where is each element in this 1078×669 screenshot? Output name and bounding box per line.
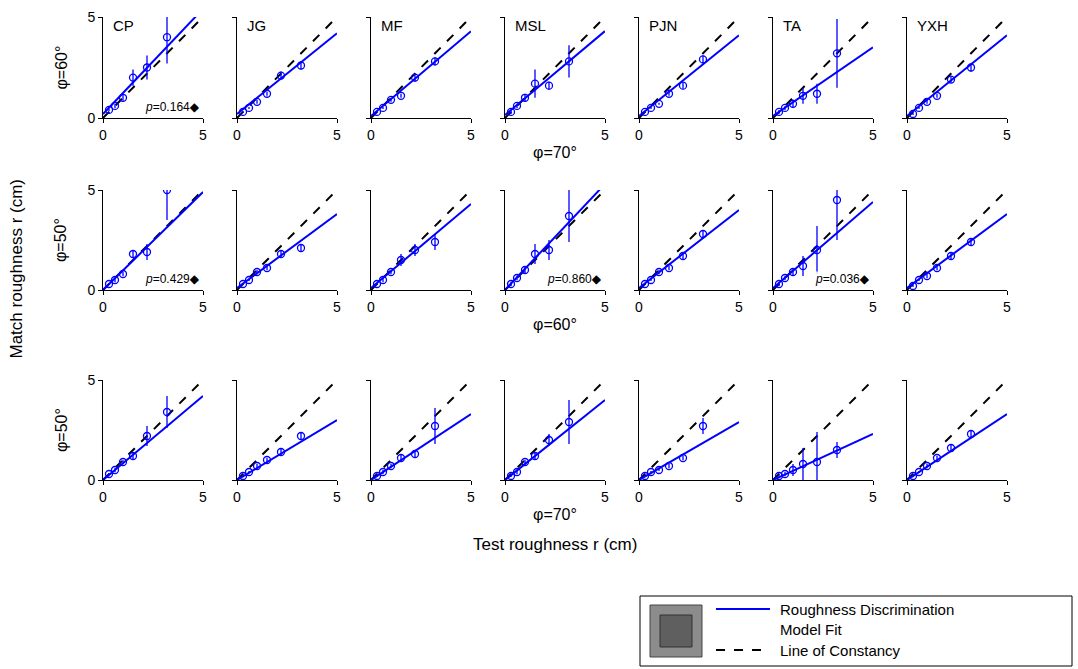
svg-text:5: 5	[735, 299, 743, 315]
svg-text:0: 0	[501, 127, 509, 143]
svg-text:5: 5	[467, 299, 475, 315]
svg-text:5: 5	[869, 127, 877, 143]
svg-text:5: 5	[735, 489, 743, 505]
svg-text:0: 0	[87, 472, 95, 488]
svg-text:0: 0	[769, 127, 777, 143]
svg-text:p=0.036◆: p=0.036◆	[815, 272, 870, 286]
svg-text:5: 5	[1003, 299, 1011, 315]
svg-text:5: 5	[199, 489, 207, 505]
svg-text:0: 0	[87, 110, 95, 126]
svg-text:5: 5	[601, 127, 609, 143]
svg-text:5: 5	[333, 489, 341, 505]
svg-text:PJN: PJN	[649, 17, 677, 34]
svg-text:p=0.860◆: p=0.860◆	[547, 272, 602, 286]
svg-text:φ=60°: φ=60°	[53, 46, 70, 90]
svg-text:0: 0	[367, 299, 375, 315]
svg-text:5: 5	[467, 489, 475, 505]
svg-text:0: 0	[233, 489, 241, 505]
svg-text:5: 5	[333, 127, 341, 143]
svg-text:φ=50°: φ=50°	[52, 218, 69, 262]
svg-text:Test roughness r (cm): Test roughness r (cm)	[473, 535, 637, 554]
svg-text:0: 0	[903, 299, 911, 315]
svg-text:φ=70°: φ=70°	[533, 144, 577, 161]
svg-text:Roughness DiscriminationModel: Roughness DiscriminationModel Fit	[780, 601, 954, 638]
svg-text:0: 0	[769, 299, 777, 315]
svg-text:0: 0	[769, 489, 777, 505]
svg-text:0: 0	[903, 489, 911, 505]
svg-text:0: 0	[635, 127, 643, 143]
svg-text:0: 0	[233, 299, 241, 315]
svg-text:Match roughness r (cm): Match roughness r (cm)	[7, 179, 26, 359]
svg-text:0: 0	[501, 489, 509, 505]
svg-text:0: 0	[903, 127, 911, 143]
svg-text:0: 0	[99, 299, 107, 315]
svg-text:0: 0	[99, 489, 107, 505]
svg-text:5: 5	[87, 372, 95, 388]
svg-text:5: 5	[199, 127, 207, 143]
svg-text:φ=70°: φ=70°	[533, 506, 577, 523]
svg-text:5: 5	[1003, 489, 1011, 505]
svg-text:5: 5	[333, 299, 341, 315]
svg-text:0: 0	[99, 127, 107, 143]
svg-text:5: 5	[467, 127, 475, 143]
svg-text:φ=50°: φ=50°	[53, 408, 70, 452]
svg-text:5: 5	[869, 299, 877, 315]
svg-text:5: 5	[1003, 127, 1011, 143]
svg-text:MSL: MSL	[515, 17, 546, 34]
svg-text:0: 0	[501, 299, 509, 315]
svg-text:0: 0	[87, 282, 95, 298]
svg-text:5: 5	[869, 489, 877, 505]
svg-text:5: 5	[735, 127, 743, 143]
svg-text:0: 0	[635, 489, 643, 505]
svg-text:CP: CP	[113, 17, 134, 34]
svg-text:MF: MF	[381, 17, 403, 34]
svg-text:5: 5	[601, 299, 609, 315]
svg-text:0: 0	[635, 299, 643, 315]
svg-text:0: 0	[233, 127, 241, 143]
svg-text:0: 0	[367, 127, 375, 143]
svg-text:Line of Constancy: Line of Constancy	[780, 642, 901, 659]
svg-text:φ=60°: φ=60°	[533, 316, 577, 333]
svg-text:JG: JG	[247, 17, 266, 34]
svg-text:5: 5	[601, 489, 609, 505]
svg-text:YXH: YXH	[917, 17, 948, 34]
svg-text:p=0.429◆: p=0.429◆	[145, 272, 200, 286]
svg-text:0: 0	[367, 489, 375, 505]
svg-text:TA: TA	[783, 17, 801, 34]
svg-text:5: 5	[87, 9, 95, 25]
svg-text:5: 5	[199, 299, 207, 315]
svg-text:p=0.164◆: p=0.164◆	[145, 100, 200, 114]
svg-text:5: 5	[87, 182, 95, 198]
